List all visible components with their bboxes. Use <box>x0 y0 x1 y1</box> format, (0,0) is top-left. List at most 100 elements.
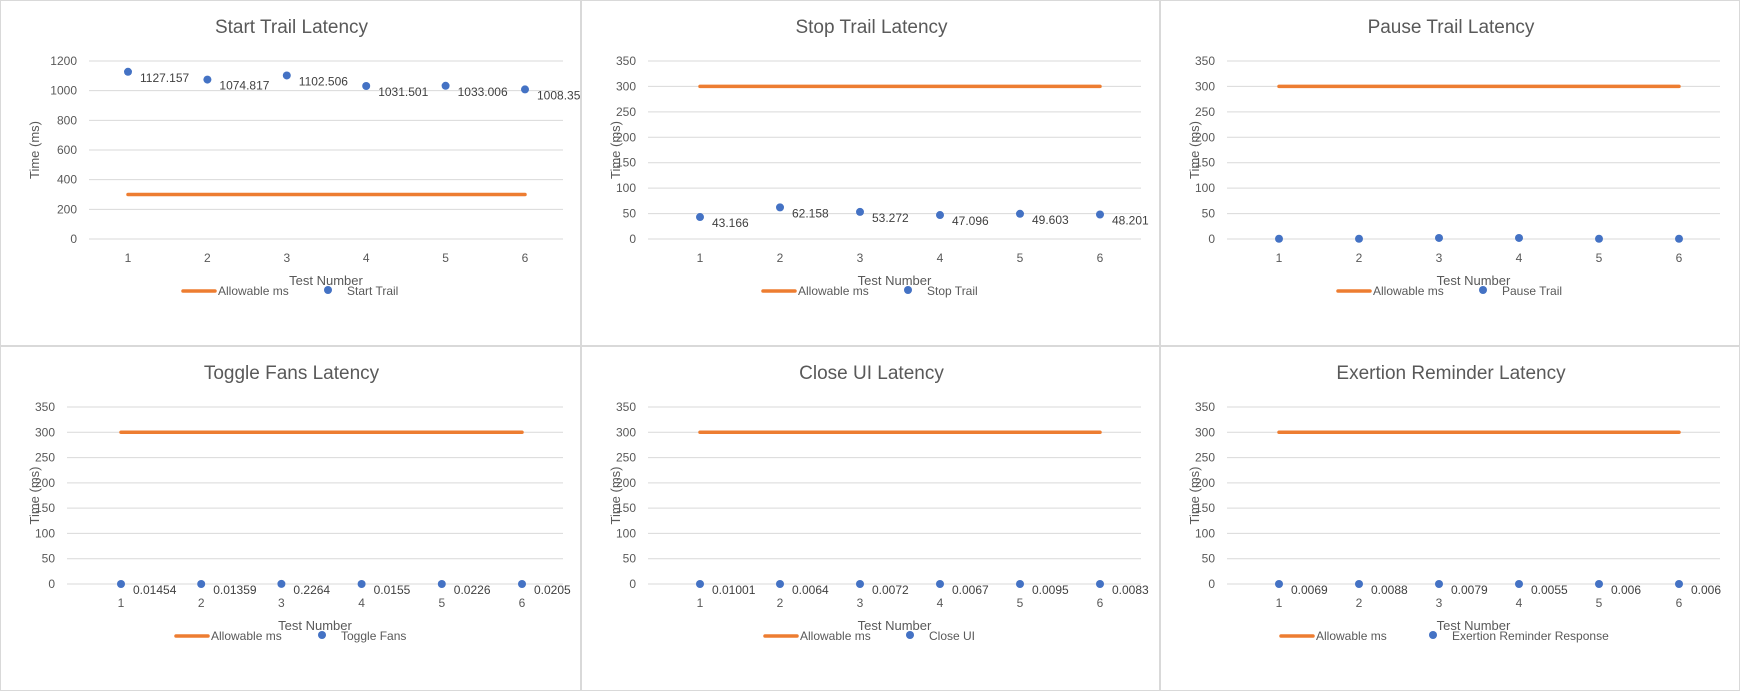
data-label: 0.0095 <box>1032 583 1069 597</box>
y-tick-label: 200 <box>35 476 55 490</box>
y-tick-label: 400 <box>57 173 77 187</box>
y-tick-label: 250 <box>616 451 636 465</box>
x-tick-label: 3 <box>857 251 864 265</box>
y-axis-label: Time (ms) <box>27 466 42 524</box>
data-label: 0.0069 <box>1291 583 1328 597</box>
y-tick-label: 300 <box>35 425 55 439</box>
data-point <box>1435 579 1443 588</box>
x-axis-label: Test Number <box>1437 618 1511 633</box>
data-point <box>1595 579 1603 588</box>
y-tick-label: 350 <box>616 400 636 414</box>
x-tick-label: 5 <box>1596 596 1603 610</box>
data-point <box>776 203 784 212</box>
data-point <box>277 579 286 588</box>
data-label: 1031.501 <box>378 85 428 99</box>
data-label: 43.166 <box>712 216 749 230</box>
y-tick-label: 150 <box>616 501 636 515</box>
x-tick-label: 1 <box>1276 596 1283 610</box>
chart-panel: Start Trail Latency 0 200 400 600 800 1000 1200… <box>0 0 582 346</box>
legend-label: Close UI <box>929 629 975 643</box>
data-label: 1033.006 <box>458 85 508 99</box>
data-point <box>1096 210 1104 219</box>
y-tick-label: 250 <box>35 451 55 465</box>
x-tick-label: 2 <box>777 251 784 265</box>
y-tick-label: 100 <box>616 526 636 540</box>
x-tick-label: 6 <box>522 251 529 265</box>
data-point <box>1435 233 1443 242</box>
data-label: 62.158 <box>792 206 829 220</box>
data-point <box>696 213 704 222</box>
x-axis-label: Test Number <box>858 618 932 633</box>
chart-svg: Stop Trail Latency 0 50 100 150 200 250 300 350 1… <box>608 17 1149 298</box>
data-point <box>1675 234 1683 243</box>
x-tick-label: 5 <box>1017 596 1024 610</box>
x-tick-label: 1 <box>697 251 704 265</box>
data-point <box>1355 579 1363 588</box>
chart-svg: Start Trail Latency 0 200 400 600 800 1000 1200… <box>27 17 582 298</box>
y-tick-label: 1000 <box>50 84 77 98</box>
data-point <box>521 85 529 94</box>
legend-label: Allowable ms <box>211 629 282 643</box>
x-tick-label: 2 <box>777 596 784 610</box>
data-point <box>282 71 291 80</box>
legend-dot-swatch <box>904 286 912 294</box>
x-tick-label: 5 <box>438 596 445 610</box>
x-tick-label: 6 <box>1097 251 1104 265</box>
legend-label: Allowable ms <box>1316 629 1387 643</box>
y-tick-label: 350 <box>1195 54 1215 68</box>
x-tick-label: 6 <box>1676 251 1683 265</box>
y-tick-label: 250 <box>1195 105 1215 119</box>
y-tick-label: 50 <box>623 207 637 221</box>
y-axis-label: Time (ms) <box>608 466 623 524</box>
y-tick-label: 200 <box>616 130 636 144</box>
legend-label: Allowable ms <box>1373 284 1444 298</box>
y-tick-label: 150 <box>616 156 636 170</box>
data-point <box>856 579 864 588</box>
data-point <box>1515 233 1523 242</box>
data-label: 0.2264 <box>293 583 330 597</box>
data-point <box>1096 579 1104 588</box>
chart-title: Close UI Latency <box>799 363 944 384</box>
y-tick-label: 0 <box>1208 232 1215 246</box>
chart-title: Pause Trail Latency <box>1368 17 1535 38</box>
x-tick-label: 4 <box>358 596 365 610</box>
y-tick-label: 100 <box>1195 526 1215 540</box>
data-label: 0.0226 <box>454 583 491 597</box>
y-tick-label: 50 <box>1202 207 1216 221</box>
y-tick-label: 350 <box>1195 400 1215 414</box>
chart-panel: Pause Trail Latency 0 50 100 150 200 250 300 350… <box>1160 0 1740 346</box>
data-label: 0.01001 <box>712 583 756 597</box>
x-axis-label: Test Number <box>1437 273 1511 288</box>
legend-dot-swatch <box>1479 286 1487 294</box>
data-point <box>776 579 784 588</box>
data-label: 48.201 <box>1112 213 1149 227</box>
legend-label: Stop Trail <box>927 284 978 298</box>
y-tick-label: 0 <box>70 232 77 246</box>
y-tick-label: 600 <box>57 143 77 157</box>
x-tick-label: 3 <box>1436 596 1443 610</box>
y-tick-label: 150 <box>35 501 55 515</box>
y-tick-label: 100 <box>1195 181 1215 195</box>
y-tick-label: 0 <box>629 577 636 591</box>
chart-title: Start Trail Latency <box>215 17 369 38</box>
y-tick-label: 50 <box>1202 552 1216 566</box>
y-tick-label: 0 <box>629 232 636 246</box>
x-axis-label: Test Number <box>858 273 932 288</box>
data-label: 47.096 <box>952 214 989 228</box>
data-point <box>124 67 132 76</box>
chart-title: Exertion Reminder Latency <box>1336 363 1566 384</box>
data-label: 1127.157 <box>140 71 189 85</box>
data-point <box>936 579 944 588</box>
data-label: 0.0155 <box>374 583 411 597</box>
y-tick-label: 100 <box>35 526 55 540</box>
x-tick-label: 4 <box>1516 251 1523 265</box>
data-point <box>518 579 526 588</box>
data-point <box>441 81 450 90</box>
data-label: 0.01359 <box>213 583 257 597</box>
chart-svg: Toggle Fans Latency050100150200250300350… <box>27 363 571 643</box>
y-tick-label: 150 <box>1195 156 1215 170</box>
x-axis-label: Test Number <box>289 273 363 288</box>
y-tick-label: 800 <box>57 113 77 127</box>
y-axis-label: Time (ms) <box>27 121 42 179</box>
data-label: 0.0079 <box>1451 583 1488 597</box>
